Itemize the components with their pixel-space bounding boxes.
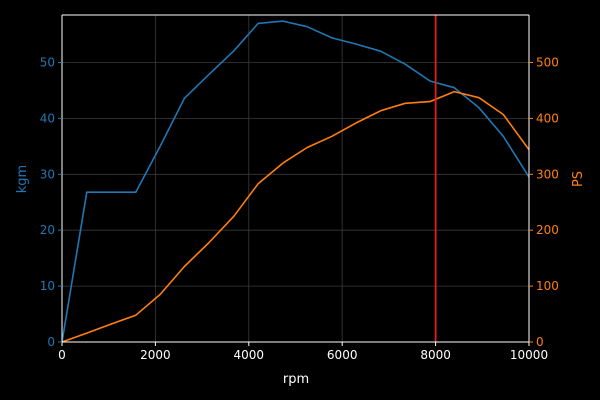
y-right-tick-label: 400 bbox=[536, 111, 559, 125]
y-right-tick-label: 200 bbox=[536, 223, 559, 237]
y-left-tick-label: 30 bbox=[40, 167, 55, 181]
y-left-tick-label: 0 bbox=[47, 335, 55, 349]
x-axis-label: rpm bbox=[283, 372, 309, 387]
y-right-tick-label: 100 bbox=[536, 279, 559, 293]
x-tick-label: 0 bbox=[58, 348, 66, 362]
x-tick-label: 4000 bbox=[234, 348, 265, 362]
y-axis-label-left: kgm bbox=[15, 165, 30, 193]
y-left-tick-label: 10 bbox=[40, 279, 55, 293]
x-tick-label: 2000 bbox=[140, 348, 171, 362]
y-axis-label-right: PS bbox=[571, 171, 586, 187]
y-left-tick-label: 40 bbox=[40, 111, 55, 125]
series-line-ps bbox=[61, 90, 530, 343]
x-tick-label: 6000 bbox=[327, 348, 358, 362]
y-left-tick-label: 20 bbox=[40, 223, 55, 237]
x-tick-label: 10000 bbox=[510, 348, 548, 362]
y-right-tick-label: 0 bbox=[536, 335, 544, 349]
series-layer bbox=[61, 20, 530, 343]
axes bbox=[61, 14, 530, 343]
ticks: 0 2000 4000 6000 8000 10000010203040500100200… bbox=[40, 56, 559, 362]
y-right-tick-label: 500 bbox=[536, 56, 559, 70]
y-left-tick-label: 50 bbox=[40, 56, 55, 70]
x-tick-label: 8000 bbox=[420, 348, 451, 362]
series-line-kgm bbox=[61, 20, 530, 343]
y-right-tick-label: 300 bbox=[536, 167, 559, 181]
